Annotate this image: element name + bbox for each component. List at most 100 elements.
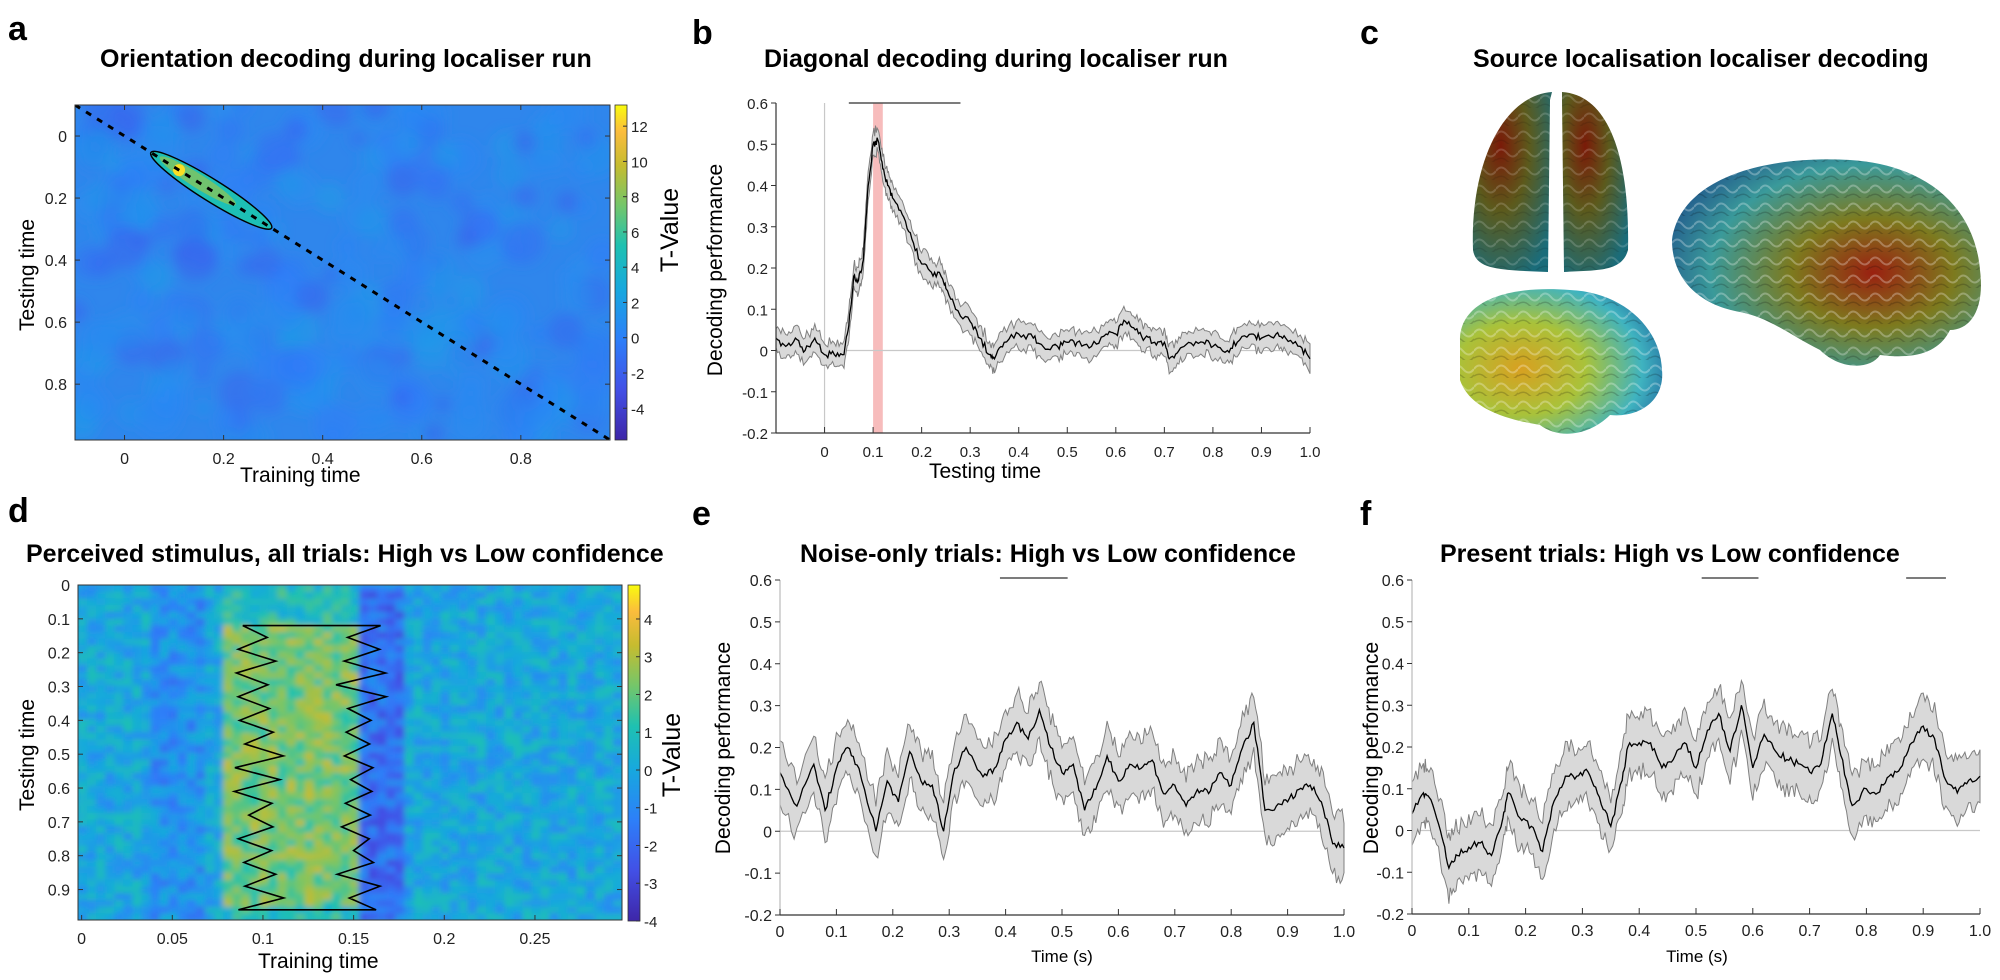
heatmap-d-cell <box>413 625 424 633</box>
heatmap-d-cell <box>105 665 116 674</box>
heatmap-d-cell <box>114 792 125 801</box>
heatmap-d-cell <box>159 819 170 828</box>
heatmap-d-cell <box>331 772 342 781</box>
heatmap-d-cell <box>304 645 315 653</box>
heatmap-d-cell <box>395 605 406 613</box>
heatmap-d-cell <box>159 853 170 861</box>
heatmap-d-cell <box>232 631 243 640</box>
heatmap-d-cell <box>504 739 515 747</box>
heatmap-d-cell <box>87 873 98 881</box>
heatmap-d-cell <box>105 672 116 680</box>
heatmap-d-cell <box>204 893 215 901</box>
heatmap-d-cell <box>522 618 533 627</box>
heatmap-d-cell <box>204 826 215 834</box>
heatmap-d-cell <box>458 618 469 627</box>
heatmap-d-cell <box>195 853 206 861</box>
heatmap-d-cell <box>359 658 370 667</box>
heatmap-d-cell <box>141 765 152 774</box>
heatmap-d-cell <box>377 719 388 727</box>
heatmap-d-cell <box>232 638 243 647</box>
heatmap-d-cell <box>331 598 342 607</box>
heatmap-d-cell <box>295 752 306 761</box>
heatmap-d-cell <box>449 712 460 720</box>
heatmap-d-cell <box>540 705 551 714</box>
heatmap-d-cell <box>204 631 215 640</box>
heatmap-d-cell <box>413 765 424 774</box>
heatmap-d-cell <box>576 853 587 861</box>
heatmap-d-cell <box>304 853 315 861</box>
title-b: Diagonal decoding during localiser run <box>764 45 1228 73</box>
heatmap-d-cell <box>594 886 605 895</box>
heatmap-d-cell <box>549 839 560 848</box>
heatmap-d-cell <box>359 645 370 653</box>
heatmap-d-cell <box>132 611 143 620</box>
heatmap-d-cell <box>177 752 188 761</box>
heatmap-d-cell <box>350 879 361 888</box>
ytick-label: -0.1 <box>1376 865 1404 882</box>
heatmap-d-cell <box>277 739 288 747</box>
heatmap-d-cell <box>603 625 614 633</box>
heatmap-d-cell <box>567 745 578 754</box>
heatmap-d-cell <box>440 591 451 600</box>
heatmap-d-cell <box>123 725 134 734</box>
heatmap-d-cell <box>340 913 351 920</box>
heatmap-d-cell <box>585 692 596 700</box>
heatmap-d-cell <box>223 839 234 848</box>
heatmap-d-cell <box>214 705 225 714</box>
heatmap-d-cell <box>78 859 89 868</box>
colorbar-tick-label-d: 3 <box>644 650 652 667</box>
heatmap-d-cell <box>123 618 134 627</box>
heatmap-d-cell <box>268 866 279 875</box>
heatmap-d-cell <box>404 772 415 781</box>
heatmap-d-cell <box>449 585 460 593</box>
heatmap-d-cell <box>576 678 587 687</box>
heatmap-d-cell <box>87 846 98 854</box>
heatmap-d-cell <box>549 585 560 593</box>
heatmap-d-cell <box>431 812 442 821</box>
heatmap-d-cell <box>132 739 143 747</box>
heatmap-d-cell <box>177 692 188 700</box>
heatmap-d-cell <box>513 585 524 593</box>
heatmap-d-cell <box>603 645 614 653</box>
heatmap-d-cell <box>531 853 542 861</box>
heatmap-d-cell <box>585 832 596 841</box>
heatmap-d-cell <box>177 725 188 734</box>
heatmap-d-cell <box>368 839 379 848</box>
heatmap-d-cell <box>350 618 361 627</box>
heatmap-d-cell <box>331 886 342 895</box>
heatmap-a-cell <box>556 190 579 213</box>
heatmap-d-cell <box>368 652 379 660</box>
heatmap-d-cell <box>123 839 134 848</box>
panel-f: 0 0.1 0.2 0.3 0.4 0.5 0.6 0.7 0.8 0.9 1.00.60.50.4… <box>1360 573 1991 966</box>
heatmap-d-cell <box>603 893 614 901</box>
heatmap-d-cell <box>259 759 270 767</box>
heatmap-d-cell <box>377 899 388 908</box>
heatmap-d-cell <box>522 685 533 694</box>
heatmap-d-cell <box>504 652 515 660</box>
heatmap-d-cell <box>458 779 469 787</box>
heatmap-d-cell <box>368 618 379 627</box>
heatmap-d-cell <box>304 719 315 727</box>
heatmap-d-cell <box>612 745 622 754</box>
xtick-label: 0.4 <box>994 924 1016 941</box>
heatmap-d-cell <box>585 839 596 848</box>
heatmap-d-cell <box>531 792 542 801</box>
heatmap-d-cell <box>540 739 551 747</box>
heatmap-d-cell <box>268 652 279 660</box>
heatmap-d-cell <box>513 759 524 767</box>
heatmap-d-cell <box>132 591 143 600</box>
heatmap-d-cell <box>467 886 478 895</box>
heatmap-d-cell <box>331 685 342 694</box>
heatmap-d-cell <box>513 591 524 600</box>
heatmap-d-cell <box>495 591 506 600</box>
heatmap-d-cell <box>105 745 116 754</box>
heatmap-d-cell <box>168 846 179 854</box>
heatmap-d-cell <box>359 625 370 633</box>
heatmap-d-cell <box>476 712 487 720</box>
heatmap-d-cell <box>495 725 506 734</box>
heatmap-d-cell <box>223 638 234 647</box>
heatmap-d-cell <box>495 685 506 694</box>
heatmap-d-cell <box>186 719 197 727</box>
heatmap-d-cell <box>603 745 614 754</box>
heatmap-d-cell <box>567 873 578 881</box>
